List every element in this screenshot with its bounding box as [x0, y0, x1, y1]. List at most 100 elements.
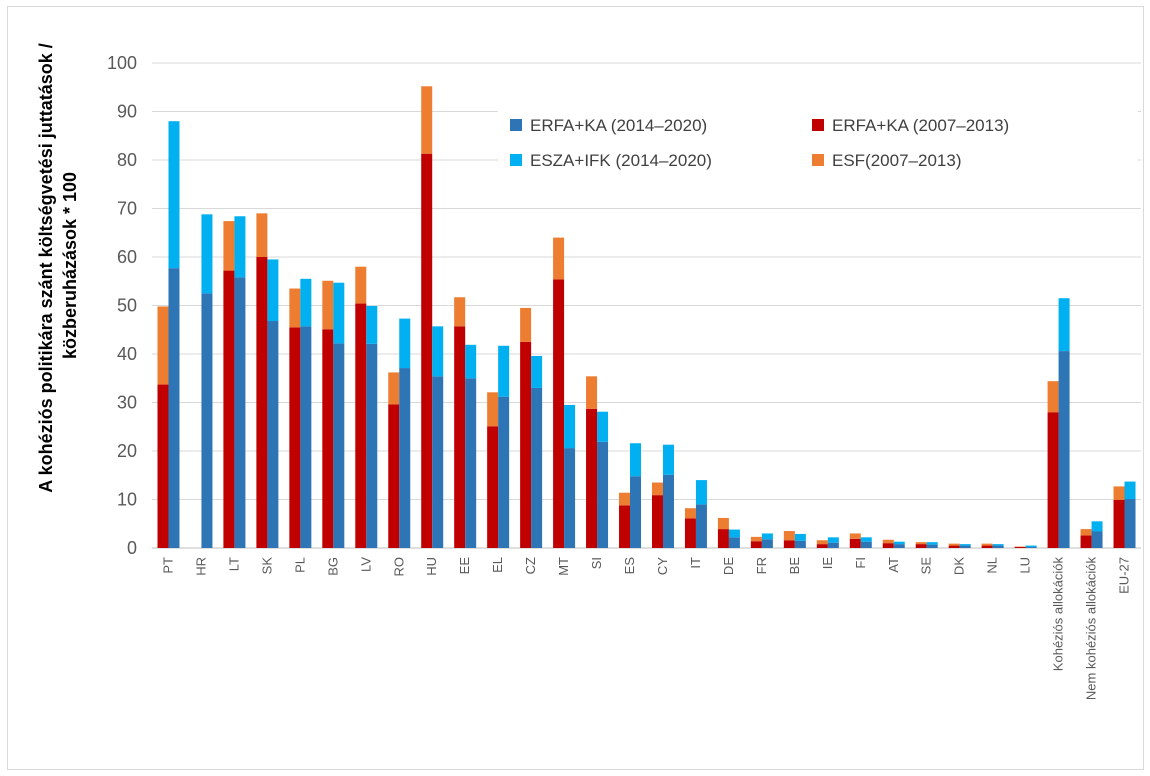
bar-segment: [1047, 381, 1059, 413]
x-tick-label: PT: [160, 557, 175, 574]
bar-segment: [399, 318, 411, 369]
y-tick-label: 70: [117, 199, 137, 219]
x-tick-label: DE: [721, 557, 736, 575]
bar-segment: [1124, 481, 1136, 500]
bar-segment: [256, 257, 268, 548]
bar-segment: [223, 221, 235, 271]
y-tick-label: 20: [117, 441, 137, 461]
x-tick-label: PL: [292, 557, 307, 573]
bar-segment: [564, 404, 576, 449]
bar-segment: [564, 448, 576, 548]
bar-segment: [816, 544, 828, 548]
bar-segment: [399, 368, 411, 548]
x-tick-label: LV: [358, 557, 373, 572]
x-tick-label: SI: [589, 557, 604, 569]
bar-segment: [498, 396, 510, 548]
bar-segment: [959, 544, 971, 546]
bar-segment: [816, 540, 828, 545]
bar-segment: [520, 307, 532, 342]
legend-swatch: [510, 154, 522, 166]
x-tick-label: HU: [424, 557, 439, 576]
bar-segment: [157, 306, 169, 385]
bar-segment: [1025, 545, 1037, 548]
bar-segment: [948, 543, 960, 546]
bar-segment: [1113, 486, 1125, 500]
bar-segment: [300, 326, 312, 548]
x-tick-label: HR: [193, 557, 208, 576]
bar-segment: [619, 492, 631, 506]
x-tick-label: BE: [787, 557, 802, 575]
x-tick-label: DK: [952, 557, 967, 575]
bar-segment: [783, 540, 795, 548]
bar-segment: [168, 268, 180, 548]
bar-segment: [695, 480, 707, 505]
bar-segment: [728, 529, 740, 538]
x-tick-label: ES: [622, 557, 637, 575]
bar-segment: [882, 539, 894, 544]
x-tick-label: LU: [1018, 557, 1033, 574]
x-tick-label: Kohéziós allokációk: [1051, 557, 1066, 672]
legend-label: ESZA+IFK (2014–2020): [530, 151, 712, 170]
bar-segment: [388, 372, 400, 405]
bar-segment: [267, 321, 279, 548]
bar-segment: [223, 270, 235, 548]
bar-segment: [926, 542, 938, 545]
legend-swatch: [812, 119, 824, 131]
x-tick-label: RO: [391, 557, 406, 577]
bar-segment: [651, 495, 663, 548]
bar-segment: [630, 476, 642, 548]
bar-segment: [695, 504, 707, 548]
bar-segment: [684, 508, 696, 519]
bar-segment: [366, 305, 378, 344]
bar-segment: [992, 545, 1004, 548]
bar-segment: [849, 538, 861, 548]
bar-segment: [981, 543, 993, 546]
bar-segment: [915, 542, 927, 545]
legend-swatch: [510, 119, 522, 131]
bar-segment: [1025, 547, 1037, 548]
bar-segment: [948, 545, 960, 548]
bar-segment: [333, 282, 345, 344]
legend-label: ESF(2007–2013): [832, 151, 961, 170]
bar-segment: [421, 153, 433, 548]
x-tick-label: SE: [919, 557, 934, 575]
bar-segment: [487, 426, 499, 548]
y-axis-label-line-1: A kohéziós politikára szánt költségvetés…: [36, 43, 56, 492]
x-tick-label: IT: [688, 557, 703, 569]
bar-segment: [597, 411, 609, 442]
bar-segment: [322, 329, 334, 548]
bar-segment: [421, 86, 433, 154]
y-tick-label: 50: [117, 296, 137, 316]
bar-segment: [454, 297, 466, 327]
bar-segment: [553, 237, 565, 280]
bar-segment: [201, 214, 213, 294]
bar-segment: [1047, 412, 1059, 548]
y-tick-label: 80: [117, 150, 137, 170]
x-tick-label: MT: [556, 557, 571, 576]
bar-segment: [201, 293, 213, 548]
bar-segment: [794, 533, 806, 541]
y-tick-label: 0: [127, 538, 137, 558]
y-tick-label: 100: [107, 53, 137, 73]
bar-segment: [432, 376, 444, 548]
bar-segment: [926, 544, 938, 548]
bar-segment: [432, 326, 444, 377]
bar-segment: [1080, 529, 1092, 536]
bar-segment: [893, 541, 905, 545]
bar-segment: [750, 536, 762, 542]
bar-segment: [1058, 351, 1070, 548]
bars: [157, 86, 1136, 548]
bar-segment: [465, 378, 477, 548]
x-tick-label: FI: [853, 557, 868, 569]
y-tick-label: 10: [117, 490, 137, 510]
bar-segment: [992, 544, 1004, 546]
bar-segment: [1091, 531, 1103, 548]
bar-segment: [860, 537, 872, 542]
y-tick-label: 60: [117, 247, 137, 267]
bar-segment: [454, 326, 466, 548]
bar-segment: [256, 213, 268, 257]
bar-segment: [586, 408, 598, 548]
bar-segment: [586, 376, 598, 409]
x-tick-label: IE: [820, 557, 835, 570]
